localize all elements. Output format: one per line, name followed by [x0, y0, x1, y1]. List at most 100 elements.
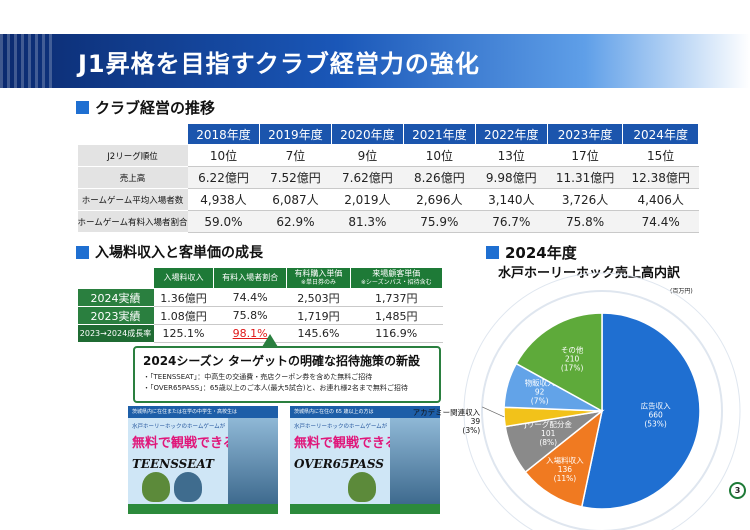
poster-logo: OVER65PASS [294, 457, 384, 471]
table-cell: 2,696人 [403, 188, 476, 211]
title-stripes [0, 34, 56, 88]
title-band [0, 34, 750, 88]
table-cell: 1,719円 [286, 306, 351, 325]
table-row: ホームゲーム有料入場者割合 59.0% 62.9% 81.3% 75.9% 76… [77, 210, 699, 233]
mascot-icon [174, 472, 202, 502]
ticket-revenue-table: 入場料収入 有料入場者割合 有料購入単価 ※単日券のみ 来場顧客単価 ※シーズンパス… [77, 267, 444, 343]
table-row: 2024実績 1.36億円 74.4% 2,503円 1,737円 [77, 288, 443, 307]
poster-over65pass: 茨城県内に在住の 65 歳以上の方は 水戸ホーリーホックのホームゲームが 無料で… [290, 406, 440, 514]
table-cell: 116.9% [350, 324, 443, 343]
mascot-icon [348, 472, 376, 502]
year-header: 2022年度 [474, 123, 548, 145]
table-cell: 17位 [547, 144, 623, 167]
table-cell: 2,019人 [331, 188, 404, 211]
pie-label-name: 広告収入 [641, 401, 671, 411]
column-header: 来場顧客単価 ※シーズンパス・招待含む [349, 267, 444, 289]
poster-logo: TEENSSEAT [132, 457, 214, 471]
year-header: 2018年度 [187, 123, 260, 145]
pie-leader-line [482, 406, 505, 418]
table-row: J2リーグ順位 10位 7位 9位 10位 13位 17位 15位 [77, 144, 699, 167]
pie-slice [515, 312, 603, 413]
club-management-table: 2018年度 2019年度 2020年度 2021年度 2022年度 2023年… [77, 123, 699, 233]
callout-pointer [262, 334, 278, 347]
year-header: 2019年度 [258, 123, 332, 145]
table-cell: 7.52億円 [259, 166, 332, 189]
mascot-icon [142, 472, 170, 502]
table-cell: 1,737円 [350, 288, 443, 307]
page-number: 3 [729, 482, 746, 499]
callout-line: ・「TEENSSEAT」：中高生の交通費・売店クーポン券を含めた無料ご招待 [143, 373, 373, 381]
callout-title: 2024シーズン ターゲットの明確な招待施策の新設 [143, 354, 420, 368]
heading-square-icon [76, 101, 89, 114]
table-cell: 11.31億円 [547, 166, 623, 189]
poster-teensseat: 茨城県内に在住または在学の中学生・高校生は 水戸ホーリーホックのホームゲームが … [128, 406, 278, 514]
row-label: J2リーグ順位 [77, 144, 188, 167]
table-row: 2023→2024成長率 125.1% 98.1% 145.6% 116.9% [77, 324, 443, 343]
row-label: 2023実績 [77, 306, 154, 325]
poster-photo [228, 418, 278, 504]
table-cell: 7.62億円 [331, 166, 404, 189]
table-row: ホームゲーム平均入場者数 4,938人 6,087人 2,019人 2,696人… [77, 188, 699, 211]
table-cell: 74.4% [213, 288, 287, 307]
year-header: 2024年度 [622, 123, 699, 145]
table-cell: 3,726人 [547, 188, 623, 211]
row-label: ホームゲーム平均入場者数 [77, 188, 188, 211]
heading-square-icon [486, 246, 499, 259]
table-cell: 2,503円 [286, 288, 351, 307]
column-header: 入場料収入 [153, 267, 214, 289]
table-cell: 10位 [403, 144, 476, 167]
table-cell: 75.8% [213, 306, 287, 325]
table-cell: 59.0% [187, 210, 260, 233]
pie-label-value: 660 [648, 411, 663, 420]
pie-label-name: 入場料収入 [546, 455, 584, 465]
pie-label-value: 210 [565, 354, 580, 363]
table-cell: 62.9% [259, 210, 332, 233]
pie-label-value: 136 [558, 465, 573, 474]
poster-footer [128, 504, 278, 514]
row-label: 売上高 [77, 166, 188, 189]
row-label: 2023→2024成長率 [77, 324, 154, 343]
pie-background-ring [463, 272, 741, 530]
section1-heading: クラブ経営の推移 [76, 97, 215, 118]
table-cell: 74.4% [622, 210, 699, 233]
table-cell: 76.7% [475, 210, 548, 233]
table-cell: 145.6% [286, 324, 351, 343]
pie-slice [504, 409, 605, 474]
year-header: 2020年度 [330, 123, 404, 145]
column-header: 有料入場者割合 [212, 267, 288, 289]
table-cell: 125.1% [153, 324, 214, 343]
poster-subtext: 水戸ホーリーホックのホームゲームが [132, 424, 226, 430]
table-cell: 3,140人 [475, 188, 548, 211]
pie-slice [580, 312, 701, 510]
table-cell: 6,087人 [259, 188, 332, 211]
table-cell: 7位 [259, 144, 332, 167]
table-cell: 1,485円 [350, 306, 443, 325]
callout-line: ・「OVER65PASS」：65歳以上のご本人(最大5試合)と、お連れ様2名まで… [143, 383, 408, 392]
pie-label-value: 101 [541, 429, 556, 438]
pie-label-name: 物販収入 [525, 378, 555, 388]
row-label: 2024実績 [77, 288, 154, 307]
pie-label-pct: (17%) [561, 363, 584, 372]
column-header: 有料購入単価 ※単日券のみ [286, 267, 351, 289]
year-header: 2023年度 [546, 123, 624, 145]
pie-label-name: Jリーグ配分金 [524, 419, 573, 429]
chart-unit: (百万円) [670, 288, 693, 295]
table-row: 売上高 6.22億円 7.52億円 7.62億円 8.26億円 9.98億円 1… [77, 166, 699, 189]
pie-label-pct: (7%) [531, 397, 549, 406]
table-cell: 6.22億円 [187, 166, 260, 189]
poster-header: 茨城県内に在住の 65 歳以上の方は [290, 406, 440, 418]
table-corner [77, 267, 154, 289]
poster-header: 茨城県内に在住または在学の中学生・高校生は [128, 406, 278, 418]
table-cell: 12.38億円 [622, 166, 699, 189]
poster-free-text: 無料で観戦できる。 [132, 436, 249, 451]
pie-background-ring [481, 290, 723, 530]
pie-label-pct: (11%) [554, 474, 577, 483]
table-corner [77, 123, 188, 145]
section2-heading-text: 入場料収入と客単価の成長 [95, 245, 263, 261]
chart-heading: 2024年度 [486, 242, 577, 263]
page-title: J1昇格を目指すクラブ経営力の強化 [78, 50, 480, 78]
pie-label-value: 39 [471, 417, 481, 426]
pie-slice [503, 406, 603, 428]
table-cell: 15位 [622, 144, 699, 167]
section1-heading-text: クラブ経営の推移 [95, 99, 216, 117]
